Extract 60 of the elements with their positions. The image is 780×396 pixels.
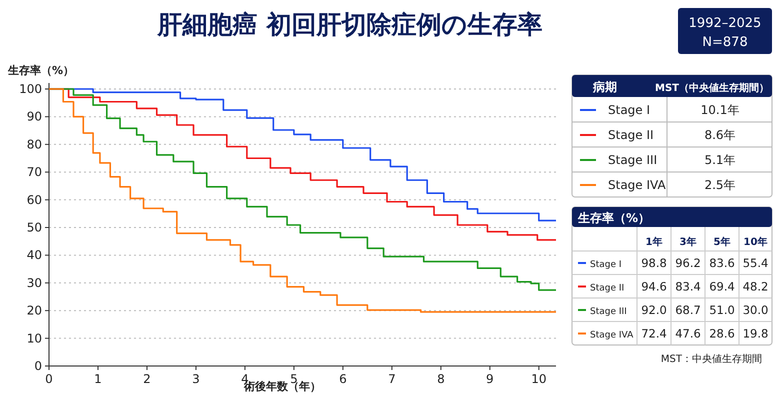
text: 30.0 bbox=[742, 303, 768, 317]
text: 10.1年 bbox=[700, 103, 740, 117]
legend-label: Stage IVA bbox=[590, 330, 634, 340]
text: 19.8 bbox=[742, 326, 768, 340]
y-tick-label: 20 bbox=[26, 304, 42, 318]
y-tick-label: 90 bbox=[26, 110, 42, 124]
text: 98.8 bbox=[641, 256, 667, 270]
x-tick-label: 9 bbox=[486, 372, 494, 386]
x-tick-label: 8 bbox=[437, 372, 445, 386]
x-tick-label: 7 bbox=[388, 372, 396, 386]
text: 55.4 bbox=[742, 256, 768, 270]
text: Stage II bbox=[590, 284, 624, 294]
text: 51.0 bbox=[709, 303, 735, 317]
y-tick-label: 10 bbox=[26, 331, 42, 346]
text: 1992–2025 bbox=[688, 16, 762, 31]
text: 83.4 bbox=[675, 280, 701, 294]
legend-title: 病期 bbox=[592, 80, 617, 94]
x-tick-label: 2 bbox=[143, 372, 151, 386]
text: 48.2 bbox=[742, 280, 768, 294]
legend-label: Stage II bbox=[608, 128, 654, 142]
text: 28.6 bbox=[709, 326, 735, 340]
text: 5.1年 bbox=[704, 153, 736, 167]
x-tick-label: 3 bbox=[192, 372, 200, 386]
text: 83.6 bbox=[709, 256, 735, 270]
text: 94.6 bbox=[641, 280, 667, 294]
text: N=878 bbox=[702, 35, 748, 50]
y-tick-label: 40 bbox=[26, 248, 42, 262]
text: MST：中央値生存期間 bbox=[660, 353, 762, 365]
legend-label: Stage I bbox=[608, 103, 650, 117]
x-tick-label: 1 bbox=[94, 372, 102, 386]
y-tick-label: 30 bbox=[26, 276, 42, 290]
y-tick-label: 50 bbox=[26, 220, 42, 234]
text: 1年 bbox=[646, 236, 662, 248]
text: 68.7 bbox=[675, 303, 701, 317]
text: Stage III bbox=[608, 153, 658, 167]
y-tick-label: 0 bbox=[34, 359, 42, 373]
y-tick-label: 70 bbox=[26, 165, 42, 180]
text: MST（中央値生存期間） bbox=[655, 82, 769, 94]
text: 69.4 bbox=[709, 280, 735, 294]
y-axis-title: 生存率（%） bbox=[7, 64, 74, 77]
text: 10年 bbox=[744, 236, 768, 248]
x-tick-label: 0 bbox=[45, 372, 53, 386]
text: 72.4 bbox=[641, 326, 667, 340]
text: 生存率（%） bbox=[577, 211, 650, 225]
x-tick-label: 10 bbox=[531, 372, 546, 386]
text: 92.0 bbox=[641, 303, 667, 317]
text: 3年 bbox=[680, 236, 696, 248]
x-tick-label: 6 bbox=[339, 372, 347, 386]
text: Stage IVA bbox=[608, 178, 666, 192]
text: 96.2 bbox=[675, 256, 701, 270]
text: 8.6年 bbox=[704, 128, 736, 142]
y-tick-label: 80 bbox=[26, 137, 42, 152]
y-tick-label: 60 bbox=[26, 192, 42, 207]
chart-title: 肝細胞癌 初回肝切除症例の生存率 bbox=[156, 10, 542, 39]
text: Stage I bbox=[590, 260, 622, 270]
text: 47.6 bbox=[675, 326, 701, 340]
text: 5年 bbox=[714, 236, 730, 248]
y-tick-label: 100 bbox=[19, 82, 42, 96]
text: 2.5年 bbox=[704, 178, 736, 192]
legend-label: Stage III bbox=[590, 307, 627, 317]
